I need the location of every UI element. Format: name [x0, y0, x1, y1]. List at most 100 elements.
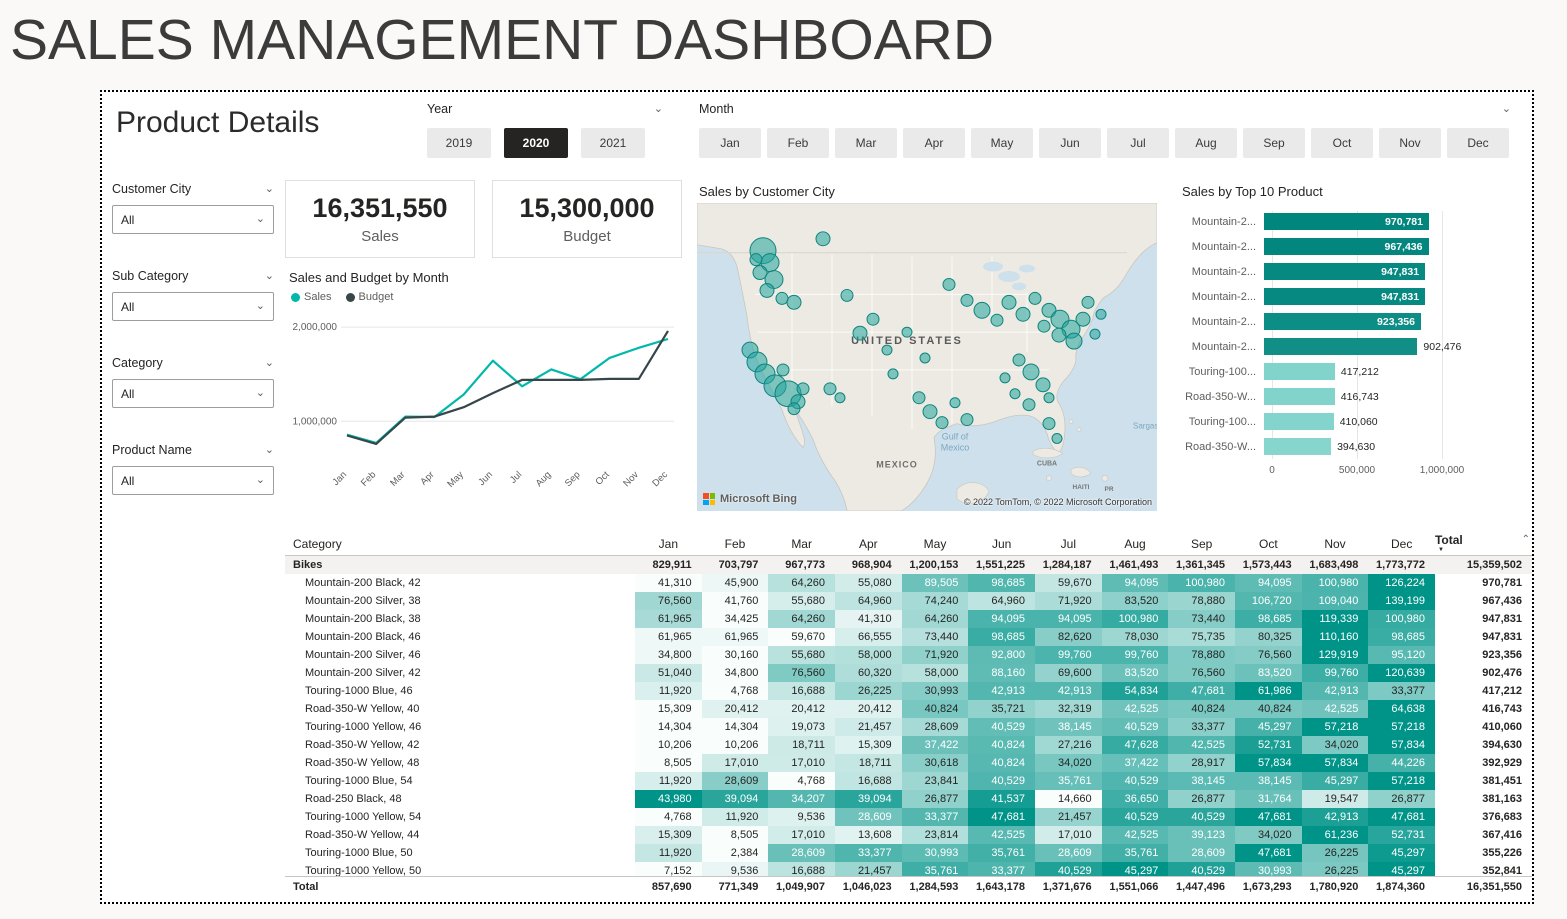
table-row[interactable]: Road-350-W Yellow, 42 10,206 10,206 18,711 1… — [285, 736, 1532, 754]
month-button-nov[interactable]: Nov — [1379, 128, 1441, 158]
table-row[interactable]: Mountain-200 Black, 38 61,965 34,425 64,260… — [285, 610, 1532, 628]
chevron-down-icon[interactable]: ⌄ — [653, 102, 663, 115]
series-line-budget[interactable] — [346, 330, 669, 445]
filter-dropdown[interactable]: All ⌄ — [112, 379, 274, 408]
column-header-mar[interactable]: Mar — [791, 537, 812, 551]
city-bubble[interactable] — [1037, 319, 1051, 333]
city-bubble[interactable] — [1015, 306, 1031, 322]
month-button-feb[interactable]: Feb — [767, 128, 829, 158]
year-button-2019[interactable]: 2019 — [427, 128, 491, 158]
month-button-jun[interactable]: Jun — [1039, 128, 1101, 158]
table-row[interactable]: Road-250 Black, 48 43,980 39,094 34,207 39,0… — [285, 790, 1532, 808]
city-bubble[interactable] — [1035, 377, 1051, 393]
city-bubble[interactable] — [1022, 363, 1040, 381]
city-bubble[interactable] — [935, 416, 949, 430]
table-row[interactable]: Touring-1000 Yellow, 46 14,304 14,304 19,07… — [285, 718, 1532, 736]
month-button-mar[interactable]: Mar — [835, 128, 897, 158]
city-bubble[interactable] — [949, 397, 961, 409]
table-row[interactable]: Touring-1000 Blue, 50 11,920 2,384 28,609 33… — [285, 844, 1532, 862]
month-button-aug[interactable]: Aug — [1175, 128, 1237, 158]
city-bubble[interactable] — [1051, 327, 1067, 343]
chevron-down-icon[interactable]: ⌄ — [1501, 102, 1511, 115]
month-button-apr[interactable]: Apr — [903, 128, 965, 158]
column-header-jul[interactable]: Jul — [1060, 537, 1076, 551]
city-bubble[interactable] — [1009, 388, 1021, 400]
column-header-jun[interactable]: Jun — [991, 537, 1012, 551]
bar[interactable]: 947,831 — [1264, 288, 1426, 305]
bar[interactable] — [1264, 438, 1332, 455]
city-bubble[interactable] — [960, 413, 974, 427]
year-button-2021[interactable]: 2021 — [581, 128, 645, 158]
sort-descending-icon[interactable]: ▼ — [1437, 547, 1444, 553]
city-bubble[interactable] — [990, 313, 1004, 327]
city-bubble[interactable] — [1001, 294, 1017, 310]
city-bubble[interactable] — [749, 253, 763, 267]
chevron-down-icon[interactable]: ⌄ — [264, 182, 274, 195]
city-bubble[interactable] — [912, 391, 926, 405]
bar[interactable] — [1264, 363, 1335, 380]
city-bubble[interactable] — [922, 404, 938, 420]
month-button-dec[interactable]: Dec — [1447, 128, 1509, 158]
total-row[interactable]: Total 857,690 771,349 1,049,907 1,046,023 1,2… — [285, 876, 1532, 897]
filter-dropdown[interactable]: All ⌄ — [112, 292, 274, 321]
city-bubble[interactable] — [960, 293, 974, 307]
city-bubble[interactable] — [1042, 417, 1056, 431]
chevron-down-icon[interactable]: ⌄ — [264, 356, 274, 369]
city-bubble[interactable] — [815, 231, 831, 247]
filter-dropdown[interactable]: All ⌄ — [112, 466, 274, 495]
month-button-sep[interactable]: Sep — [1243, 128, 1305, 158]
bar[interactable] — [1264, 338, 1418, 355]
city-bubble[interactable] — [1075, 311, 1091, 327]
chevron-down-icon[interactable]: ⌄ — [264, 443, 274, 456]
city-bubble[interactable] — [881, 344, 893, 356]
city-bubble[interactable] — [942, 278, 956, 291]
month-button-oct[interactable]: Oct — [1311, 128, 1373, 158]
column-header-nov[interactable]: Nov — [1324, 537, 1346, 551]
table-row[interactable]: Touring-1000 Yellow, 50 7,152 9,536 16,688 2… — [285, 862, 1532, 876]
city-bubble[interactable] — [834, 392, 846, 404]
city-bubble[interactable] — [1028, 291, 1042, 305]
bar[interactable] — [1264, 413, 1334, 430]
table-row[interactable]: Mountain-200 Silver, 46 34,800 30,160 55,68… — [285, 646, 1532, 664]
bar[interactable]: 923,356 — [1264, 313, 1421, 330]
legend-sales[interactable]: Sales — [291, 291, 332, 303]
city-bubble[interactable] — [787, 402, 801, 416]
filter-dropdown[interactable]: All ⌄ — [112, 205, 274, 234]
city-bubble[interactable] — [1043, 392, 1055, 404]
table-row[interactable]: Bikes 829,911 703,797 967,773 968,904 1,200,1… — [285, 556, 1532, 574]
column-header-feb[interactable]: Feb — [724, 537, 746, 551]
city-bubble[interactable] — [1081, 295, 1095, 309]
city-bubble[interactable] — [1065, 332, 1083, 350]
table-row[interactable]: Road-350-W Yellow, 44 15,309 8,505 17,010 13… — [285, 826, 1532, 844]
column-header-total[interactable]: Total ▼ — [1435, 533, 1532, 555]
city-bubble[interactable] — [999, 372, 1011, 384]
city-bubble[interactable] — [919, 352, 931, 364]
city-bubble[interactable] — [1089, 328, 1101, 340]
city-bubble[interactable] — [752, 265, 768, 280]
month-button-jan[interactable]: Jan — [699, 128, 761, 158]
table-row[interactable]: Road-350-W Yellow, 40 15,309 20,412 20,412 2… — [285, 700, 1532, 718]
column-header-category[interactable]: Category — [293, 537, 342, 551]
table-row[interactable]: Road-350-W Yellow, 48 8,505 17,010 17,010 18… — [285, 754, 1532, 772]
column-header-aug[interactable]: Aug — [1124, 537, 1146, 551]
city-bubble[interactable] — [901, 326, 913, 338]
city-bubble[interactable] — [1022, 398, 1036, 412]
city-bubble[interactable] — [1051, 433, 1063, 444]
city-bubble[interactable] — [1095, 308, 1107, 320]
month-button-jul[interactable]: Jul — [1107, 128, 1169, 158]
city-bubble[interactable] — [973, 301, 991, 319]
city-bubble[interactable] — [823, 382, 837, 396]
table-row[interactable]: Mountain-200 Silver, 42 51,040 34,800 76,56… — [285, 664, 1532, 682]
bar[interactable]: 967,436 — [1264, 238, 1429, 255]
city-bubble[interactable] — [775, 291, 789, 305]
column-header-dec[interactable]: Dec — [1390, 537, 1413, 551]
bar[interactable]: 947,831 — [1264, 263, 1426, 280]
column-header-oct[interactable]: Oct — [1258, 537, 1278, 551]
table-row[interactable]: Touring-1000 Yellow, 54 4,768 11,920 9,536 2… — [285, 808, 1532, 826]
bar[interactable] — [1264, 388, 1335, 405]
city-bubble[interactable] — [776, 363, 790, 377]
city-bubble[interactable] — [852, 325, 868, 341]
chevron-down-icon[interactable]: ⌄ — [264, 269, 274, 282]
city-bubble[interactable] — [796, 382, 810, 396]
column-header-may[interactable]: May — [923, 537, 947, 551]
